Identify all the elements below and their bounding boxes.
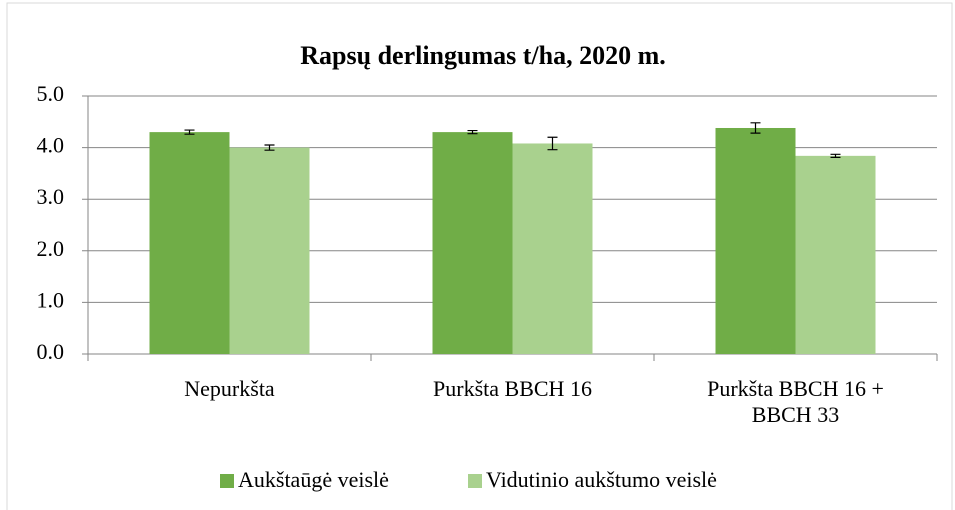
error-bar — [750, 122, 761, 134]
bar — [795, 155, 876, 354]
bar — [715, 127, 796, 354]
y-tick-label: 5.0 — [37, 81, 65, 106]
y-tick-label: 2.0 — [37, 236, 65, 261]
bar — [432, 132, 513, 354]
chart-border — [6, 2, 953, 510]
x-tick-label: Purkšta BBCH 16 — [433, 376, 592, 401]
y-tick-label: 1.0 — [37, 287, 65, 312]
x-tick-label: Purkšta BBCH 16 + BBCH 33 — [707, 376, 884, 427]
error-bar — [264, 144, 275, 151]
legend-label: Aukštaūgė veislė — [238, 467, 389, 492]
legend-swatch — [220, 474, 234, 488]
chart-title: Rapsų derlingumas t/ha, 2020 m. — [300, 41, 666, 70]
bar — [512, 143, 593, 354]
bar — [149, 132, 230, 354]
y-tick-label: 0.0 — [37, 339, 65, 364]
x-tick-label: Nepurkšta — [184, 376, 275, 401]
y-tick-label: 3.0 — [37, 184, 65, 209]
error-bar — [467, 129, 478, 135]
y-tick-label: 4.0 — [37, 133, 65, 158]
error-bar — [547, 136, 558, 151]
error-bar — [830, 153, 841, 159]
error-bar — [184, 129, 195, 135]
legend-swatch — [468, 474, 482, 488]
bar — [229, 147, 310, 354]
legend-label: Vidutinio aukštumo veislė — [486, 467, 717, 492]
